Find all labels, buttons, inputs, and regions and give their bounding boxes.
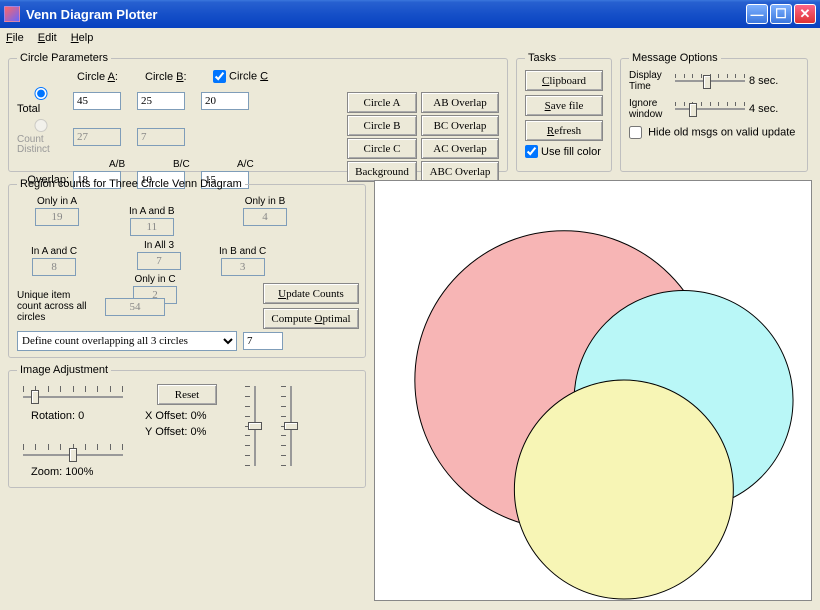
circle-c-label: Circle C	[213, 70, 277, 83]
region-counts-group: Region counts for Three Circle Venn Diag…	[8, 178, 366, 358]
bc-overlap-color-button[interactable]: BC Overlap	[421, 115, 499, 136]
circle-c-color-button[interactable]: Circle C	[347, 138, 417, 159]
total-c-input[interactable]	[201, 92, 249, 110]
reset-button[interactable]: Reset	[157, 384, 217, 405]
total-radio-row: Total	[17, 87, 73, 115]
circle-parameters-legend: Circle Parameters	[17, 52, 111, 64]
a-and-b-label: In A and B	[129, 206, 175, 217]
circle-a-color-button[interactable]: Circle A	[347, 92, 417, 113]
clipboard-button[interactable]: Clipboard	[525, 70, 603, 91]
use-fill-color-label: Use fill color	[541, 146, 601, 158]
a-and-b-value	[130, 218, 174, 236]
zoom-slider[interactable]	[23, 440, 123, 460]
compute-optimal-button[interactable]: Compute Optimal	[263, 308, 359, 329]
tasks-group: Tasks Clipboard Save file Refresh Use fi…	[516, 52, 612, 172]
count-distinct-radio[interactable]	[17, 119, 65, 132]
in-all-3-label: In All 3	[137, 240, 181, 251]
ab-overlap-color-button[interactable]: AB Overlap	[421, 92, 499, 113]
app-icon	[4, 6, 20, 22]
circle-b-color-button[interactable]: Circle B	[347, 115, 417, 136]
yoffset-slider[interactable]	[281, 386, 301, 466]
only-b-value	[243, 208, 287, 226]
titlebar: Venn Diagram Plotter — ☐ ✕	[0, 0, 820, 28]
circle-parameters-group: Circle Parameters Circle A: Circle B: Ci…	[8, 52, 508, 172]
b-and-c-value	[221, 258, 265, 276]
menu-edit[interactable]: Edit	[38, 32, 57, 44]
close-button[interactable]: ✕	[794, 4, 816, 24]
zoom-label: Zoom: 100%	[31, 466, 93, 478]
xoffset-label: X Offset: 0%	[145, 410, 207, 422]
ab-head: A/B	[109, 159, 173, 170]
maximize-button[interactable]: ☐	[770, 4, 792, 24]
hide-old-msgs-checkbox[interactable]	[629, 126, 642, 139]
only-c-label: Only in C	[133, 274, 177, 285]
tasks-legend: Tasks	[525, 52, 559, 64]
b-and-c-label: In B and C	[219, 246, 266, 257]
yoffset-label: Y Offset: 0%	[145, 426, 206, 438]
circle-b-label: Circle B:	[145, 71, 209, 83]
display-time-slider[interactable]	[675, 72, 745, 90]
abc-overlap-color-button[interactable]: ABC Overlap	[421, 161, 499, 182]
circle-c-checkbox[interactable]	[213, 70, 226, 83]
distinct-a-input	[73, 128, 121, 146]
minimize-button[interactable]: —	[746, 4, 768, 24]
ignore-window-value: 4 sec.	[749, 103, 789, 115]
xoffset-slider[interactable]	[245, 386, 265, 466]
ac-head: A/C	[237, 159, 301, 170]
a-and-c-label: In A and C	[31, 246, 77, 257]
menu-bar: File Edit Help	[0, 28, 820, 48]
ignore-window-label: Ignorewindow	[629, 98, 671, 120]
unique-count-value	[105, 298, 165, 316]
use-fill-color-checkbox[interactable]	[525, 145, 538, 158]
bc-head: B/C	[173, 159, 237, 170]
define-count-select[interactable]: Define count overlapping all 3 circles	[17, 331, 237, 351]
total-a-input[interactable]	[73, 92, 121, 110]
distinct-b-input	[137, 128, 185, 146]
only-b-label: Only in B	[243, 196, 287, 207]
in-all-3-value	[137, 252, 181, 270]
message-options-legend: Message Options	[629, 52, 721, 64]
region-counts-legend: Region counts for Three Circle Venn Diag…	[17, 178, 245, 190]
rotation-label: Rotation: 0	[31, 410, 84, 422]
circle-a-label: Circle A:	[77, 71, 141, 83]
window-title: Venn Diagram Plotter	[26, 7, 746, 22]
only-a-value	[35, 208, 79, 226]
message-options-group: Message Options DisplayTime 8 sec. Ignor…	[620, 52, 808, 172]
update-counts-button[interactable]: Update Counts	[263, 283, 359, 304]
display-time-value: 8 sec.	[749, 75, 789, 87]
menu-help[interactable]: Help	[71, 32, 94, 44]
menu-file[interactable]: File	[6, 32, 24, 44]
display-time-label: DisplayTime	[629, 70, 671, 92]
total-radio[interactable]	[17, 87, 65, 100]
rotation-slider[interactable]	[23, 382, 123, 402]
hide-old-msgs-label: Hide old msgs on valid update	[648, 126, 795, 138]
count-distinct-radio-row: CountDistinct	[17, 119, 73, 155]
ac-overlap-color-button[interactable]: AC Overlap	[421, 138, 499, 159]
image-adjustment-legend: Image Adjustment	[17, 364, 111, 376]
only-a-label: Only in A	[35, 196, 79, 207]
define-count-value[interactable]	[243, 332, 283, 350]
save-file-button[interactable]: Save file	[525, 95, 603, 116]
unique-count-label: Unique item count across all circles	[17, 290, 97, 323]
refresh-button[interactable]: Refresh	[525, 120, 603, 141]
ignore-window-slider[interactable]	[675, 100, 745, 118]
total-b-input[interactable]	[137, 92, 185, 110]
venn-diagram-canvas	[374, 180, 812, 601]
a-and-c-value	[32, 258, 76, 276]
image-adjustment-group: Image Adjustment Rotation: 0 Reset X Off…	[8, 364, 366, 488]
